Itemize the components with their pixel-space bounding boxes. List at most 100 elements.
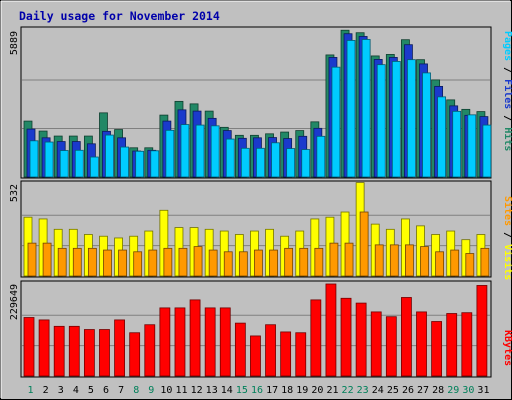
pages-bar xyxy=(135,150,145,178)
x-tick-label: 12 xyxy=(191,385,203,396)
visits-ymax-label: 532 xyxy=(9,184,20,202)
x-tick-label: 18 xyxy=(281,385,293,396)
pages-bar xyxy=(422,72,431,178)
pages-bar xyxy=(150,150,160,178)
x-tick-label: 19 xyxy=(296,385,308,396)
sites-bar xyxy=(254,249,263,277)
kbytes-bar xyxy=(174,307,186,377)
pages-bar xyxy=(437,96,447,178)
kbytes-bar xyxy=(280,331,292,377)
x-tick-label: 11 xyxy=(175,385,187,396)
pages-bar xyxy=(286,148,296,178)
kbytes-bar xyxy=(219,307,231,377)
pages-bar xyxy=(407,59,416,178)
x-tick-label: 15 xyxy=(236,385,248,396)
pages-bar xyxy=(361,39,371,178)
legend-sites-visits: Sites / Visits xyxy=(502,196,512,280)
pages-bar xyxy=(29,140,39,178)
kbytes-bar xyxy=(144,324,156,377)
sites-bar xyxy=(57,247,67,277)
kbytes-bar xyxy=(53,325,65,377)
sites-bar xyxy=(238,251,248,277)
pages-bar xyxy=(256,147,265,178)
kbytes-bar xyxy=(446,313,458,377)
legend-hits: Hits xyxy=(502,127,512,151)
x-tick-label: 3 xyxy=(58,385,64,396)
chart-title: Daily usage for November 2014 xyxy=(19,9,220,23)
pages-bar xyxy=(44,141,54,178)
pages-bar xyxy=(59,150,69,178)
kbytes-bar xyxy=(431,321,443,377)
kbytes-bar xyxy=(114,319,125,377)
pages-bar xyxy=(210,125,220,178)
sites-bar xyxy=(299,247,309,277)
kbytes-bar xyxy=(325,283,337,377)
sites-bar xyxy=(103,249,112,277)
kbytes-bar xyxy=(370,311,382,377)
sites-bar xyxy=(27,242,37,277)
x-tick-label: 1 xyxy=(28,385,34,396)
x-axis-labels: 1 2 3 4 5 6 7 8 9 10 11 12 13 14 15 16 17 18 19 20 21 22 23 24 2… xyxy=(28,385,490,396)
sites-bar xyxy=(420,246,429,277)
pages-bar xyxy=(376,64,386,178)
sites-bar xyxy=(87,247,97,277)
sites-bar xyxy=(118,249,127,277)
x-tick-label: 20 xyxy=(311,385,323,396)
pages-bar xyxy=(225,138,235,178)
x-tick-label: 22 xyxy=(342,385,354,396)
sites-bar xyxy=(450,249,460,277)
x-tick-label: 26 xyxy=(402,385,414,396)
sites-bar xyxy=(72,247,82,277)
x-tick-label: 14 xyxy=(221,385,233,396)
x-tick-label: 25 xyxy=(387,385,399,396)
kbytes-bar xyxy=(265,324,276,377)
sites-bar xyxy=(148,249,158,277)
kbytes-bar xyxy=(83,329,95,377)
legend-sites: Sites xyxy=(502,196,512,226)
kbytes-bar xyxy=(355,302,367,377)
bars-layer xyxy=(22,29,492,377)
pages-bar xyxy=(391,61,401,178)
sites-bar xyxy=(344,242,354,277)
kbytes-bar xyxy=(23,317,35,377)
pages-bar xyxy=(316,135,326,178)
pages-bar xyxy=(331,66,341,178)
kbytes-bar xyxy=(476,285,488,377)
kbytes-bar xyxy=(461,312,473,377)
pages-bar xyxy=(271,142,280,178)
sites-bar xyxy=(374,244,384,277)
pages-bar xyxy=(467,114,477,178)
pages-bar xyxy=(240,147,250,178)
sites-bar xyxy=(42,242,52,277)
sites-bar xyxy=(193,246,203,277)
pages-bar xyxy=(105,134,114,178)
sites-bar xyxy=(314,247,324,277)
hits-ymax-label: 5889 xyxy=(9,31,20,55)
x-tick-label: 28 xyxy=(432,385,444,396)
pages-bar xyxy=(195,124,205,178)
sites-bar xyxy=(163,247,173,277)
x-tick-label: 4 xyxy=(73,385,79,396)
pages-bar xyxy=(120,146,129,178)
pages-bar xyxy=(89,156,99,178)
kbytes-bar xyxy=(385,316,397,377)
pages-bar xyxy=(452,110,462,178)
sites-bar xyxy=(480,247,490,277)
x-tick-label: 7 xyxy=(118,385,124,396)
kbytes-bar xyxy=(129,332,141,377)
kbytes-bar xyxy=(189,299,201,377)
x-tick-label: 6 xyxy=(103,385,109,396)
pages-bar xyxy=(74,149,84,178)
kbytes-bar xyxy=(401,297,412,377)
kbytes-bar xyxy=(99,329,110,377)
x-tick-label: 27 xyxy=(417,385,429,396)
sites-bar xyxy=(329,242,339,277)
sites-bar xyxy=(208,249,218,277)
pages-bar xyxy=(180,124,190,178)
pages-bar xyxy=(165,129,175,178)
x-tick-label: 5 xyxy=(88,385,94,396)
x-tick-label: 8 xyxy=(133,385,139,396)
x-tick-label: 9 xyxy=(148,385,154,396)
pages-bar xyxy=(482,124,492,178)
